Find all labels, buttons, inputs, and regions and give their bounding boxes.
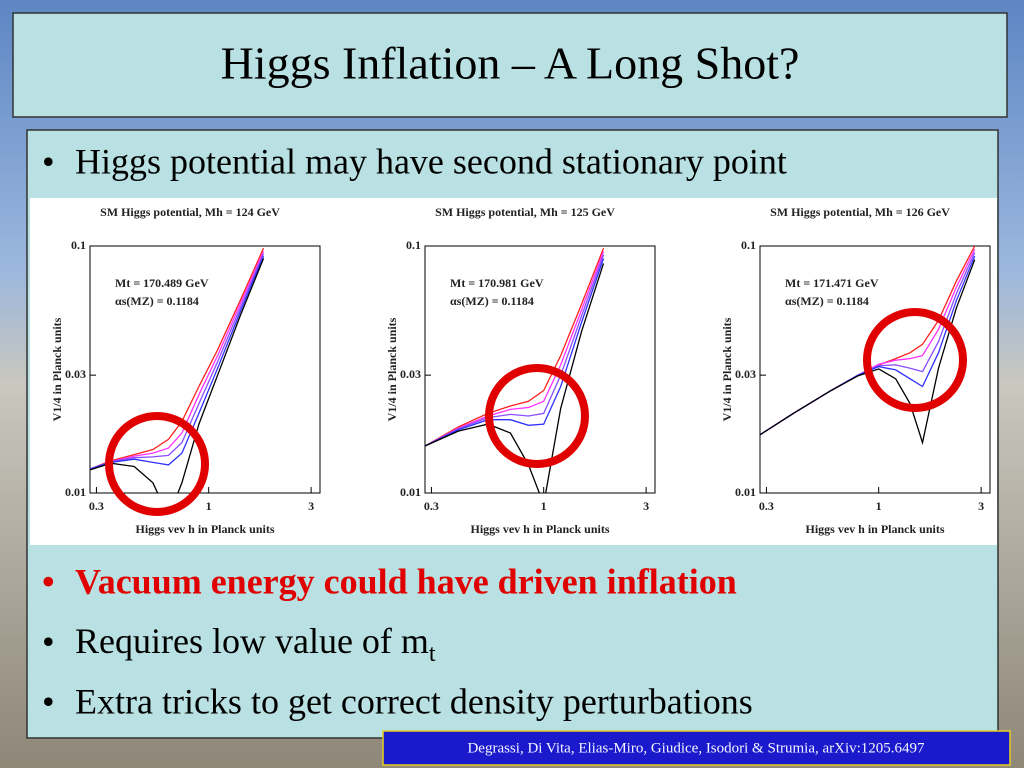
citation: Degrassi, Di Vita, Elias-Miro, Giudice, … — [467, 740, 925, 756]
y-tick-label: 0.01 — [65, 485, 86, 499]
annotation: Mt = 170.489 GeV — [115, 276, 209, 290]
x-tick-label: 0.3 — [424, 499, 439, 513]
bullet-marker: • — [42, 561, 55, 601]
y-tick-label: 0.01 — [400, 485, 421, 499]
x-tick-label: 0.3 — [759, 499, 774, 513]
highlight-circle — [105, 412, 209, 516]
x-tick-label: 3 — [308, 499, 314, 513]
curve — [90, 258, 265, 493]
x-tick-label: 3 — [978, 499, 984, 513]
curve — [425, 258, 605, 447]
curve — [90, 247, 265, 470]
curve — [90, 255, 265, 470]
curve — [425, 254, 605, 447]
highlight-circle — [863, 308, 967, 412]
x-tick-label: 1 — [876, 499, 882, 513]
curve — [90, 253, 265, 470]
x-tick-label: 3 — [643, 499, 649, 513]
y-tick-label: 0.01 — [735, 485, 756, 499]
x-tick-label: 1 — [206, 499, 212, 513]
title-box — [12, 12, 1008, 118]
curve — [425, 251, 605, 447]
annotation: αs(MZ) = 0.1184 — [115, 294, 199, 308]
plot: SM Higgs potential, Mh = 125 GeV Higgs ve… — [385, 205, 656, 536]
x-axis-label: Higgs vev h in Planck units — [135, 522, 274, 536]
y-axis-label: V1/4 in Planck units — [720, 317, 734, 421]
annotation: αs(MZ) = 0.1184 — [450, 294, 534, 308]
curve — [760, 259, 976, 446]
y-tick-label: 0.1 — [741, 238, 756, 252]
bullet: Vacuum energy could have driven inflatio… — [75, 561, 737, 601]
plot-title: SM Higgs potential, Mh = 125 GeV — [435, 205, 615, 219]
plot-title: SM Higgs potential, Mh = 124 GeV — [100, 205, 280, 219]
slide-title: Higgs Inflation – A Long Shot? — [221, 38, 800, 89]
plot: SM Higgs potential, Mh = 126 GeV Higgs ve… — [720, 205, 991, 536]
y-tick-label: 0.1 — [406, 238, 421, 252]
y-tick-label: 0.03 — [65, 367, 86, 381]
bullet-marker: • — [42, 621, 55, 661]
x-tick-label: 0.3 — [89, 499, 104, 513]
citation-box — [382, 730, 1011, 766]
plot-frame — [89, 245, 321, 494]
bullet: Extra tricks to get correct density pert… — [75, 681, 753, 721]
annotation: Mt = 170.981 GeV — [450, 276, 544, 290]
x-axis-label: Higgs vev h in Planck units — [805, 522, 944, 536]
highlight-circle — [485, 364, 589, 468]
bullet-marker: • — [42, 681, 55, 721]
x-tick-label: 1 — [541, 499, 547, 513]
annotation: αs(MZ) = 0.1184 — [785, 294, 869, 308]
bullet-marker: • — [42, 141, 55, 181]
y-tick-label: 0.03 — [400, 367, 421, 381]
x-axis-label: Higgs vev h in Planck units — [470, 522, 609, 536]
y-tick-label: 0.1 — [71, 238, 86, 252]
bullet: Requires low value of mt — [75, 621, 436, 666]
plot-title: SM Higgs potential, Mh = 126 GeV — [770, 205, 950, 219]
y-axis-label: V1/4 in Planck units — [50, 317, 64, 421]
subscript: t — [429, 641, 436, 667]
plot: SM Higgs potential, Mh = 124 GeV Higgs ve… — [50, 205, 321, 536]
curve — [90, 251, 265, 470]
bullet-text: Requires low value of m — [75, 621, 429, 661]
highlight-circles — [105, 308, 967, 516]
annotation: Mt = 171.471 GeV — [785, 276, 879, 290]
y-tick-label: 0.03 — [735, 367, 756, 381]
bullet: Higgs potential may have second stationa… — [75, 141, 787, 181]
curve — [425, 247, 605, 447]
plots: SM Higgs potential, Mh = 124 GeV Higgs ve… — [50, 205, 991, 536]
plot-frame — [759, 245, 991, 494]
y-axis-label: V1/4 in Planck units — [385, 317, 399, 421]
